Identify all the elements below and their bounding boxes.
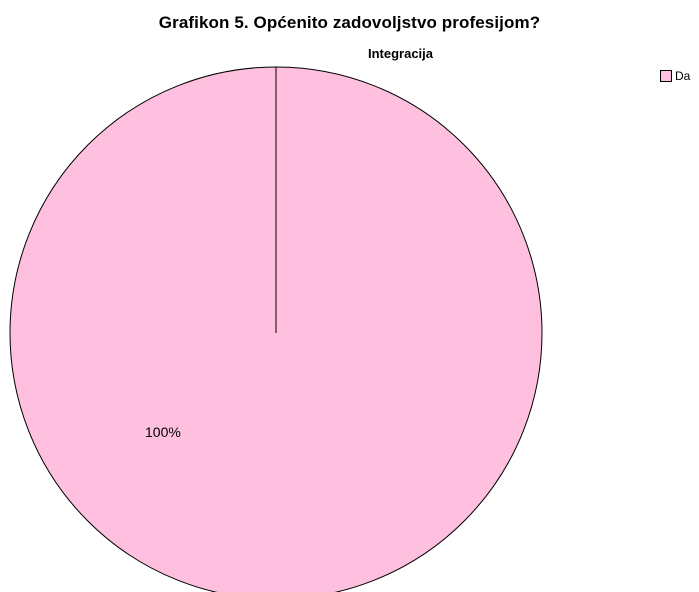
chart-title: Grafikon 5. Općenito zadovoljstvo profes…	[158, 13, 541, 32]
legend-label-da: Da	[675, 69, 691, 83]
legend: Da	[660, 69, 690, 83]
legend-swatch-da	[660, 70, 672, 82]
chart-subtitle: Integracija	[367, 46, 434, 61]
pie-data-label: 100%	[145, 424, 181, 440]
